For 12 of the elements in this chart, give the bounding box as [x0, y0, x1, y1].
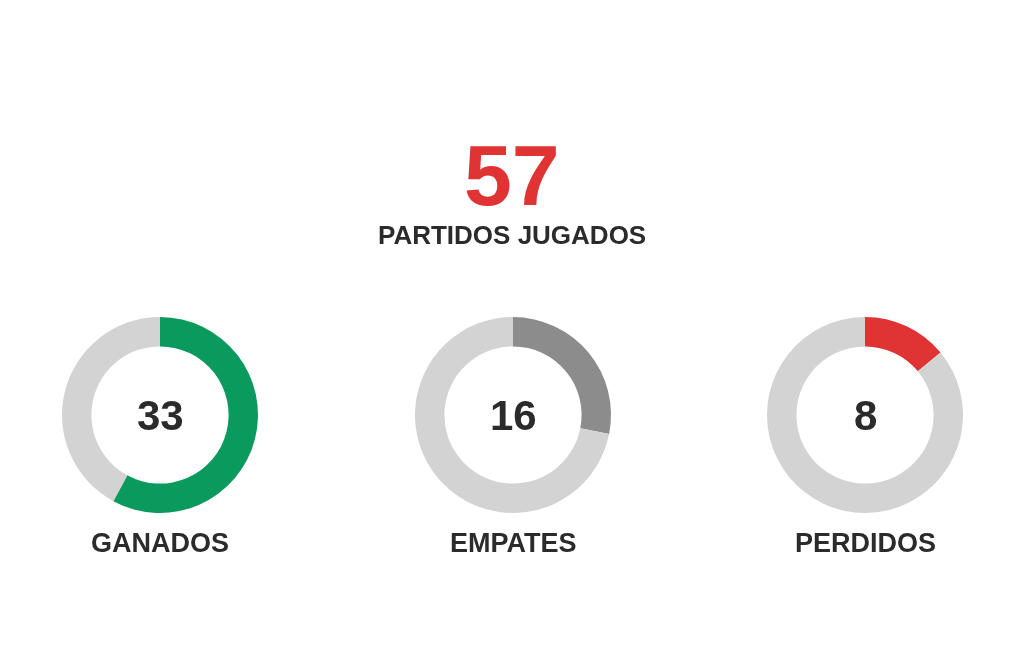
- text: 57: [464, 127, 560, 223]
- text: GANADOS: [91, 528, 230, 558]
- donut-slice: [767, 317, 963, 513]
- text: 8: [854, 392, 878, 439]
- donut-slice: [865, 317, 941, 372]
- text: PARTIDOS JUGADOS: [378, 220, 647, 250]
- donut-slice: [415, 317, 610, 513]
- text: 16: [490, 392, 537, 439]
- text: PERDIDOS: [795, 528, 937, 558]
- text: 33: [137, 392, 184, 439]
- donut-slice: [113, 317, 258, 513]
- text: EMPATES: [450, 528, 577, 558]
